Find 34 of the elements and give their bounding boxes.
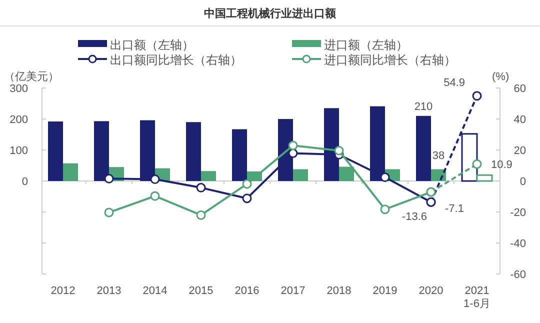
legend-label: 出口额（左轴） — [110, 38, 194, 52]
data-label: -13.6 — [402, 211, 427, 224]
x-tick-label: 2013 — [96, 285, 122, 297]
y2-tick-label: 0 — [520, 176, 526, 188]
x-tick-label: 2015 — [188, 285, 214, 297]
legend-label: 进口额（左轴） — [324, 38, 408, 52]
y2-tick-label: -20 — [510, 207, 526, 219]
y-tick-label: 100 — [10, 145, 28, 157]
legend-label: 进口额同比增长（右轴） — [324, 53, 456, 67]
data-label: -7.1 — [445, 203, 464, 216]
y-tick-label: 0 — [22, 176, 28, 188]
y-tick-label: 200 — [10, 114, 28, 126]
y2-tick-label: -40 — [510, 238, 526, 250]
data-label: 210 — [414, 100, 433, 113]
x-tick-label: 2016 — [234, 285, 260, 297]
x-tick-label: 2021 1-6月 — [464, 285, 490, 310]
y2-tick-label: 20 — [514, 145, 526, 157]
x-tick-label: 2017 — [280, 285, 306, 297]
data-label: 54.9 — [444, 76, 465, 89]
y-tick-label: 300 — [10, 83, 28, 95]
x-tick-label: 2018 — [326, 285, 352, 297]
y2-tick-label: -60 — [510, 269, 526, 281]
chart-title: 中国工程机械行业进出口额 — [204, 7, 337, 20]
x-tick-label: 2019 — [372, 285, 398, 297]
legend-label: 出口额同比增长（右轴） — [110, 53, 242, 67]
x-tick-label: 2020 — [418, 285, 444, 297]
y2-axis-title: (%) — [492, 71, 510, 83]
y-axis-title: （亿美元） — [4, 70, 59, 83]
data-label: 10.9 — [491, 159, 512, 172]
data-label: 38 — [432, 150, 445, 162]
x-tick-label: 2014 — [142, 285, 168, 297]
y2-tick-label: 60 — [514, 83, 526, 95]
y2-tick-label: 40 — [514, 114, 526, 126]
x-tick-label: 2012 — [50, 285, 76, 297]
